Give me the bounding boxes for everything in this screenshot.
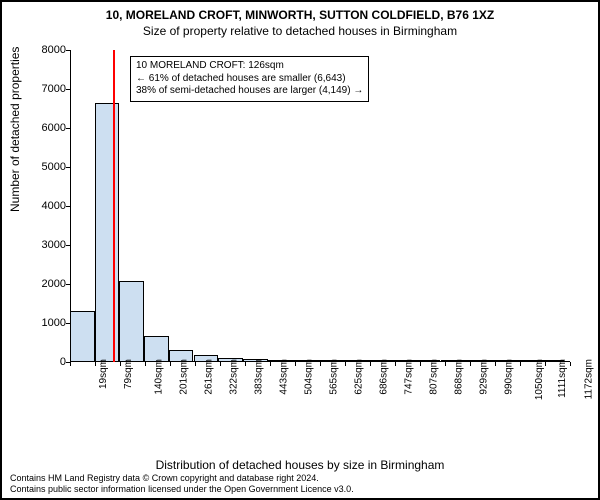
y-tick-mark [66,128,70,129]
y-tick-mark [66,206,70,207]
x-axis-label: Distribution of detached houses by size … [2,458,598,472]
x-tick-label: 322sqm [229,359,240,395]
annotation-box: 10 MORELAND CROFT: 126sqm← 61% of detach… [130,56,369,102]
title-line2: Size of property relative to detached ho… [2,24,598,38]
y-tick-mark [66,89,70,90]
histogram-bar [95,103,120,362]
x-tick-mark [95,362,96,366]
x-tick-label: 1050sqm [534,359,545,400]
y-tick-label: 0 [32,356,66,368]
histogram-bar [119,281,144,362]
x-tick-label: 929sqm [479,359,490,395]
x-tick-label: 140sqm [154,359,165,395]
reference-line [113,50,115,362]
x-tick-mark [520,362,521,366]
y-tick-label: 2000 [32,278,66,290]
x-tick-mark [420,362,421,366]
x-tick-label: 625sqm [354,359,365,395]
x-tick-mark [295,362,296,366]
x-tick-label: 868sqm [454,359,465,395]
y-tick-mark [66,284,70,285]
x-tick-mark [445,362,446,366]
x-tick-label: 261sqm [204,359,215,395]
x-tick-mark [245,362,246,366]
x-tick-mark [320,362,321,366]
y-tick-label: 1000 [32,317,66,329]
x-tick-label: 747sqm [404,359,415,395]
x-tick-mark [195,362,196,366]
x-tick-mark [545,362,546,366]
y-tick-mark [66,245,70,246]
x-tick-mark [270,362,271,366]
y-tick-mark [66,50,70,51]
annotation-line: ← 61% of detached houses are smaller (6,… [136,73,363,86]
x-tick-label: 1111sqm [557,359,568,398]
x-tick-label: 504sqm [304,359,315,395]
x-tick-mark [145,362,146,366]
x-tick-label: 383sqm [254,359,265,395]
x-tick-mark [220,362,221,366]
x-tick-mark [395,362,396,366]
x-tick-mark [70,362,71,366]
x-tick-mark [170,362,171,366]
annotation-line: 10 MORELAND CROFT: 126sqm [136,60,363,73]
x-tick-label: 1172sqm [583,359,594,399]
x-tick-label: 565sqm [329,359,340,395]
footer: Contains HM Land Registry data © Crown c… [10,473,590,494]
x-tick-mark [370,362,371,366]
y-tick-label: 8000 [32,44,66,56]
x-tick-label: 79sqm [123,359,134,389]
y-tick-label: 7000 [32,83,66,95]
x-tick-mark [495,362,496,366]
chart-area: 01000200030004000500060007000800019sqm79… [70,50,570,410]
x-tick-label: 443sqm [279,359,290,395]
x-tick-mark [120,362,121,366]
x-tick-label: 990sqm [504,359,515,395]
x-tick-mark [570,362,571,366]
plot: 01000200030004000500060007000800019sqm79… [70,50,570,362]
x-tick-mark [470,362,471,366]
y-tick-label: 5000 [32,161,66,173]
annotation-line: 38% of semi-detached houses are larger (… [136,85,363,98]
y-tick-mark [66,167,70,168]
x-tick-label: 807sqm [429,359,440,395]
x-tick-label: 201sqm [179,359,190,395]
y-axis-label: Number of detached properties [8,47,22,212]
footer-line1: Contains HM Land Registry data © Crown c… [10,473,590,483]
x-tick-mark [345,362,346,366]
footer-line2: Contains public sector information licen… [10,484,590,494]
y-tick-label: 3000 [32,239,66,251]
histogram-bar [70,311,95,362]
x-tick-label: 19sqm [98,359,109,389]
title-line1: 10, MORELAND CROFT, MINWORTH, SUTTON COL… [2,8,598,22]
x-tick-label: 686sqm [379,359,390,395]
y-tick-label: 6000 [32,122,66,134]
y-tick-label: 4000 [32,200,66,212]
